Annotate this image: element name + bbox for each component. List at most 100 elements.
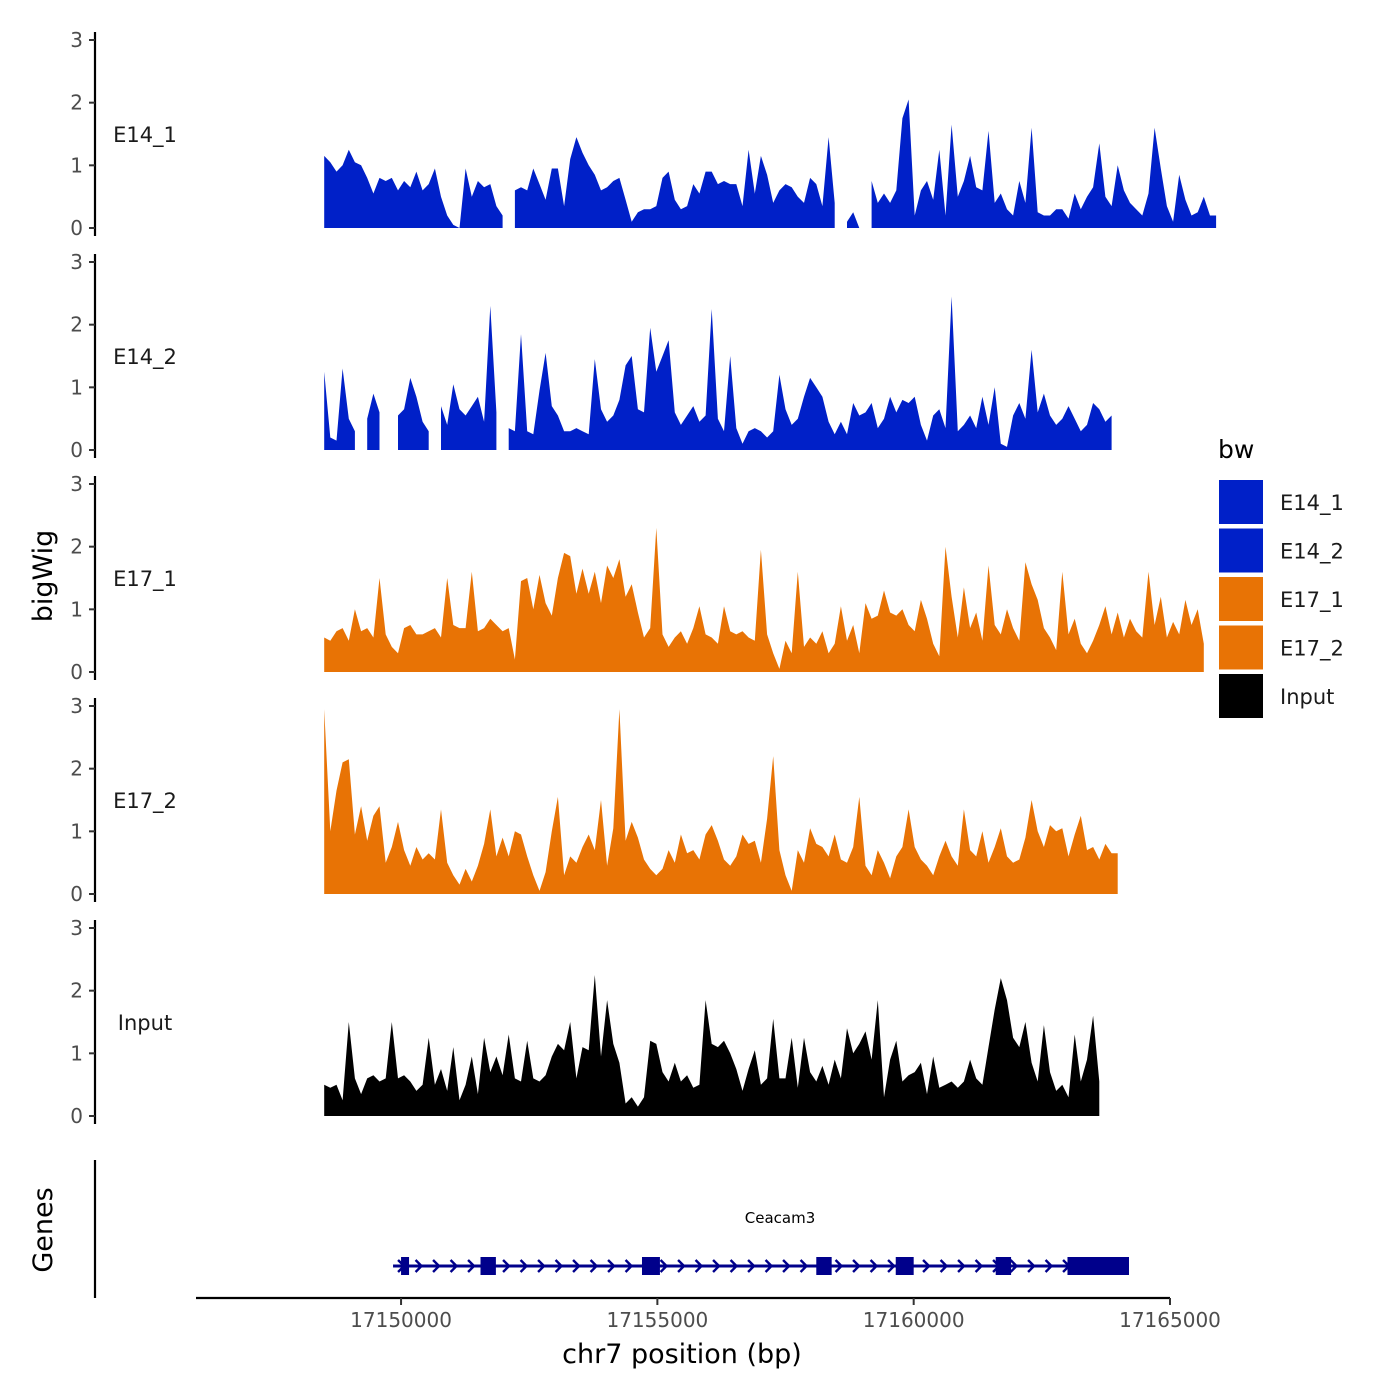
- y-tick-label: 3: [70, 472, 83, 496]
- legend-title: bw: [1218, 435, 1254, 464]
- legend-swatch-E17_1: [1219, 577, 1263, 621]
- track-label: E17_2: [113, 789, 177, 814]
- y-tick-label: 1: [70, 597, 83, 621]
- strand-chevron: [869, 1259, 879, 1273]
- y-tick-label: 1: [70, 1041, 83, 1065]
- y-axis-title: bigWig: [28, 530, 59, 623]
- coverage-area: [324, 149, 503, 228]
- y-tick-label: 2: [70, 91, 83, 115]
- legend-swatch-Input: [1219, 674, 1263, 718]
- legend-label-E14_2: E14_2: [1280, 540, 1344, 565]
- legend-swatch-E17_2: [1219, 625, 1263, 670]
- y-tick-label: 3: [70, 250, 83, 274]
- strand-chevron: [764, 1259, 774, 1273]
- strand-chevron: [747, 1259, 756, 1273]
- strand-chevron: [1009, 1259, 1019, 1273]
- strand-chevron: [1044, 1259, 1054, 1273]
- strand-chevron: [799, 1259, 809, 1273]
- x-tick-label: 17165000: [1119, 1308, 1221, 1332]
- y-tick-label: 0: [70, 216, 83, 240]
- track-label: E17_1: [113, 567, 177, 592]
- gene-exon: [480, 1257, 496, 1275]
- y-tick-label: 2: [70, 979, 83, 1003]
- strand-chevron: [537, 1259, 546, 1273]
- y-tick-label: 3: [70, 916, 83, 940]
- gene-name-label: Ceacam3: [745, 1209, 816, 1227]
- gene-exon: [1067, 1257, 1129, 1275]
- coverage-area: [508, 296, 1112, 450]
- gene-exon: [995, 1257, 1012, 1275]
- coverage-area: [324, 709, 1118, 894]
- strand-chevron: [554, 1259, 564, 1273]
- coverage-area: [324, 368, 355, 450]
- strand-chevron: [607, 1259, 616, 1273]
- strand-chevron: [729, 1259, 739, 1273]
- y-tick-label: 3: [70, 28, 83, 52]
- strand-chevron: [589, 1259, 599, 1273]
- strand-chevron: [852, 1259, 861, 1273]
- legend-label-E14_1: E14_1: [1280, 491, 1344, 516]
- strand-chevron: [782, 1259, 791, 1273]
- y-tick-label: 2: [70, 535, 83, 559]
- y-tick-label: 0: [70, 660, 83, 684]
- strand-chevron: [957, 1259, 966, 1273]
- strand-chevron: [414, 1259, 424, 1273]
- genes-panel: Ceacam3: [93, 1160, 1129, 1298]
- strand-chevron: [1027, 1259, 1036, 1273]
- y-tick-label: 2: [70, 757, 83, 781]
- coverage-area: [871, 99, 1217, 228]
- gene-Ceacam3: Ceacam3: [393, 1209, 1129, 1275]
- strand-chevron: [834, 1259, 844, 1273]
- coverage-area: [324, 975, 1100, 1116]
- strand-chevron: [974, 1259, 984, 1273]
- strand-chevron: [502, 1259, 511, 1273]
- y-tick-label: 0: [70, 1104, 83, 1128]
- strand-chevron: [624, 1259, 634, 1273]
- legend-swatch-E14_1: [1219, 480, 1263, 524]
- strand-chevron: [887, 1259, 896, 1273]
- y-tick-label: 1: [70, 153, 83, 177]
- coverage-area: [398, 377, 429, 450]
- legend-swatch-E14_2: [1219, 528, 1263, 573]
- coverage-area: [441, 305, 497, 450]
- x-axis-title: chr7 position (bp): [562, 1339, 802, 1370]
- strand-chevron: [922, 1259, 931, 1273]
- strand-chevron: [467, 1259, 476, 1273]
- track-Input: 0 1 2 3 Input: [70, 916, 1100, 1128]
- y-tick-label: 1: [70, 375, 83, 399]
- strand-chevron: [939, 1259, 949, 1273]
- strand-chevron: [432, 1259, 441, 1273]
- legend-label-E17_1: E17_1: [1280, 588, 1344, 613]
- y-tick-label: 2: [70, 313, 83, 337]
- track-E14_1: 0 1 2 3 E14_1: [70, 28, 1217, 240]
- genes-axis-title: Genes: [28, 1187, 59, 1272]
- coverage-area: [514, 137, 835, 228]
- coverage-area: [324, 527, 1204, 672]
- x-tick-label: 17150000: [350, 1308, 452, 1332]
- gene-exon: [401, 1257, 410, 1275]
- coverage-area: [847, 212, 860, 228]
- track-label: Input: [118, 1011, 172, 1035]
- strand-chevron: [519, 1259, 529, 1273]
- strand-chevron: [449, 1259, 459, 1273]
- strand-chevron: [712, 1259, 721, 1273]
- track-E17_2: 0 1 2 3 E17_2: [70, 694, 1118, 906]
- track-label: E14_1: [113, 123, 177, 148]
- gene-exon: [816, 1257, 832, 1275]
- legend-label-Input: Input: [1280, 685, 1334, 709]
- track-E17_1: 0 1 2 3 E17_1: [70, 472, 1204, 684]
- strand-chevron: [572, 1259, 581, 1273]
- gene-exon: [641, 1257, 660, 1275]
- coverage-area: [367, 393, 380, 450]
- y-tick-label: 0: [70, 882, 83, 906]
- y-tick-label: 3: [70, 694, 83, 718]
- track-E14_2: 0 1 2 3 E14_2: [70, 250, 1112, 462]
- strand-chevron: [677, 1259, 686, 1273]
- x-tick-label: 17155000: [606, 1308, 708, 1332]
- legend-label-E17_2: E17_2: [1280, 637, 1344, 662]
- y-tick-label: 0: [70, 438, 83, 462]
- y-tick-label: 1: [70, 819, 83, 843]
- track-label: E14_2: [113, 345, 177, 370]
- x-tick-label: 17160000: [863, 1308, 965, 1332]
